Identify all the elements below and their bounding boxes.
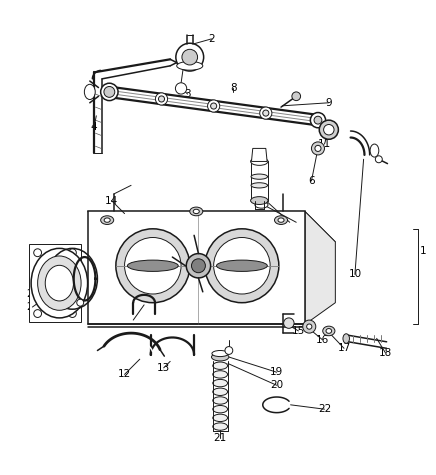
Ellipse shape bbox=[260, 107, 272, 119]
Ellipse shape bbox=[370, 144, 379, 157]
Ellipse shape bbox=[190, 207, 203, 216]
Text: 19: 19 bbox=[270, 367, 283, 377]
Text: 20: 20 bbox=[270, 380, 283, 390]
Circle shape bbox=[214, 238, 270, 294]
Ellipse shape bbox=[104, 86, 115, 97]
Circle shape bbox=[284, 318, 294, 328]
Polygon shape bbox=[88, 211, 335, 242]
Polygon shape bbox=[88, 211, 305, 324]
Circle shape bbox=[34, 310, 41, 317]
Text: 21: 21 bbox=[214, 433, 227, 443]
Circle shape bbox=[205, 229, 279, 303]
Ellipse shape bbox=[211, 103, 217, 109]
Ellipse shape bbox=[323, 326, 335, 336]
Circle shape bbox=[125, 238, 181, 294]
Ellipse shape bbox=[31, 248, 88, 318]
Polygon shape bbox=[29, 244, 81, 322]
Text: 14: 14 bbox=[105, 196, 118, 206]
Circle shape bbox=[186, 254, 211, 278]
Text: 6: 6 bbox=[308, 176, 315, 186]
Text: 22: 22 bbox=[318, 404, 331, 414]
Text: 1: 1 bbox=[420, 246, 427, 256]
Ellipse shape bbox=[177, 61, 203, 70]
Circle shape bbox=[315, 145, 321, 152]
Polygon shape bbox=[252, 148, 267, 162]
Ellipse shape bbox=[343, 334, 350, 343]
Text: 7: 7 bbox=[293, 217, 300, 228]
Circle shape bbox=[311, 142, 324, 155]
Ellipse shape bbox=[213, 370, 228, 378]
Circle shape bbox=[319, 120, 338, 139]
Polygon shape bbox=[305, 211, 335, 324]
Ellipse shape bbox=[45, 266, 74, 301]
Ellipse shape bbox=[193, 209, 199, 214]
Circle shape bbox=[324, 124, 334, 135]
Text: 13: 13 bbox=[157, 363, 170, 373]
Text: 13: 13 bbox=[126, 315, 140, 325]
Ellipse shape bbox=[275, 216, 287, 225]
Text: 17: 17 bbox=[337, 343, 351, 353]
Ellipse shape bbox=[127, 260, 178, 271]
Ellipse shape bbox=[255, 202, 268, 208]
Ellipse shape bbox=[212, 351, 228, 357]
Ellipse shape bbox=[278, 218, 284, 222]
Circle shape bbox=[182, 49, 198, 65]
Text: 24: 24 bbox=[26, 289, 39, 299]
Ellipse shape bbox=[217, 260, 267, 271]
Ellipse shape bbox=[213, 388, 228, 396]
Text: 8: 8 bbox=[230, 83, 236, 93]
Circle shape bbox=[116, 229, 190, 303]
Ellipse shape bbox=[310, 113, 326, 128]
Text: 9: 9 bbox=[326, 98, 332, 108]
Ellipse shape bbox=[251, 183, 268, 188]
Circle shape bbox=[292, 92, 300, 101]
Ellipse shape bbox=[37, 256, 81, 310]
Ellipse shape bbox=[101, 83, 118, 101]
Ellipse shape bbox=[104, 218, 110, 222]
Ellipse shape bbox=[158, 96, 164, 102]
Ellipse shape bbox=[251, 158, 268, 165]
Ellipse shape bbox=[155, 93, 167, 105]
Text: 3: 3 bbox=[184, 89, 191, 99]
Ellipse shape bbox=[263, 110, 269, 116]
Ellipse shape bbox=[213, 397, 228, 404]
Ellipse shape bbox=[211, 353, 229, 361]
Text: 12: 12 bbox=[118, 370, 131, 380]
Circle shape bbox=[68, 249, 76, 256]
Circle shape bbox=[34, 249, 41, 256]
Text: 15: 15 bbox=[292, 326, 305, 336]
Text: 18: 18 bbox=[379, 348, 392, 358]
Ellipse shape bbox=[84, 84, 95, 99]
Circle shape bbox=[375, 156, 382, 163]
Ellipse shape bbox=[314, 116, 322, 124]
Circle shape bbox=[225, 347, 233, 354]
Circle shape bbox=[176, 43, 204, 71]
Ellipse shape bbox=[213, 380, 228, 387]
Text: 2: 2 bbox=[208, 34, 215, 44]
Ellipse shape bbox=[251, 197, 268, 204]
Circle shape bbox=[175, 83, 187, 94]
Ellipse shape bbox=[251, 174, 268, 179]
Circle shape bbox=[77, 299, 84, 306]
Text: 5: 5 bbox=[286, 217, 293, 228]
Text: 11: 11 bbox=[318, 139, 331, 149]
Ellipse shape bbox=[101, 216, 114, 225]
Circle shape bbox=[191, 259, 205, 273]
Circle shape bbox=[303, 320, 316, 333]
Text: 10: 10 bbox=[348, 269, 361, 279]
Text: 16: 16 bbox=[316, 334, 329, 345]
Text: 4: 4 bbox=[91, 122, 98, 132]
Ellipse shape bbox=[213, 362, 228, 370]
Circle shape bbox=[68, 310, 76, 317]
Circle shape bbox=[307, 324, 312, 329]
Ellipse shape bbox=[208, 100, 220, 112]
Ellipse shape bbox=[213, 414, 228, 421]
Ellipse shape bbox=[213, 423, 228, 430]
Ellipse shape bbox=[326, 329, 332, 333]
Polygon shape bbox=[251, 162, 268, 200]
Text: 23: 23 bbox=[26, 302, 39, 312]
Ellipse shape bbox=[213, 406, 228, 413]
